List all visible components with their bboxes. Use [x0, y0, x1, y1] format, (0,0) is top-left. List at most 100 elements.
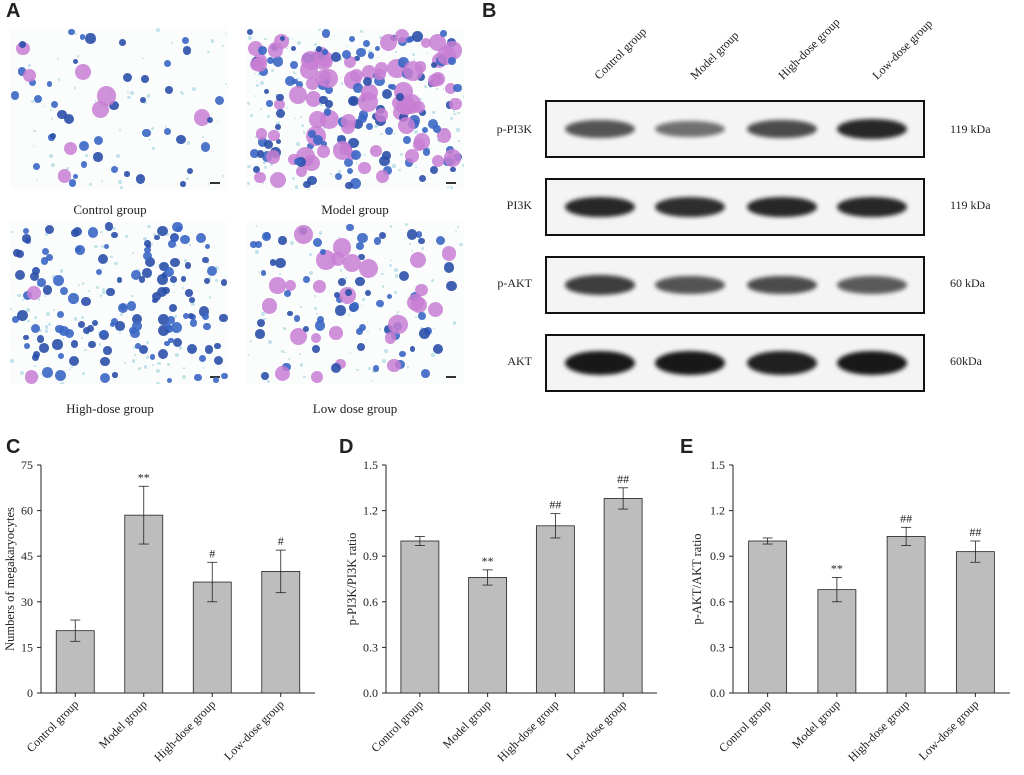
blue-cell	[294, 315, 301, 322]
x-tick-label: High-dose group	[151, 697, 218, 764]
debris-spot	[333, 34, 335, 36]
megakaryocyte-cell	[432, 74, 443, 85]
megakaryocyte-cell	[403, 60, 424, 81]
blue-cell	[202, 313, 210, 321]
blue-cell	[50, 132, 57, 139]
blue-cell	[429, 165, 438, 174]
blue-cell	[303, 276, 310, 283]
debris-spot	[49, 154, 53, 158]
debris-spot	[38, 328, 43, 333]
blue-cell	[182, 45, 192, 55]
debris-spot	[429, 85, 432, 89]
blue-cell	[359, 323, 367, 331]
blue-cell	[445, 100, 454, 109]
blue-cell	[255, 241, 262, 248]
y-tick-label: 0.3	[363, 640, 378, 654]
debris-spot	[39, 69, 41, 71]
debris-spot	[143, 236, 147, 241]
debris-spot	[450, 117, 454, 121]
debris-spot	[206, 261, 210, 264]
blue-cell	[156, 273, 168, 285]
debris-spot	[319, 102, 324, 106]
blue-cell	[14, 269, 25, 280]
megakaryocyte-cell	[394, 29, 409, 44]
blue-cell	[158, 313, 170, 325]
debris-spot	[225, 33, 227, 35]
blue-cell	[247, 28, 254, 35]
megakaryocyte-cell	[387, 358, 401, 373]
blue-cell	[180, 234, 190, 245]
blue-cell	[262, 232, 272, 242]
debris-spot	[365, 338, 368, 341]
megakaryocyte-cell	[404, 149, 419, 164]
debris-spot	[81, 371, 85, 375]
blue-cell	[23, 227, 30, 234]
debris-spot	[182, 375, 186, 379]
debris-spot	[44, 329, 49, 333]
megakaryocyte-cell	[436, 128, 452, 143]
y-tick-label: 0.0	[710, 686, 725, 700]
debris-spot	[62, 338, 65, 341]
debris-spot	[95, 285, 99, 289]
blue-cell	[439, 29, 447, 37]
blue-cell	[156, 225, 168, 237]
blue-cell	[116, 276, 123, 283]
debris-spot	[262, 160, 267, 164]
megakaryocyte-cell	[329, 326, 343, 340]
blue-cell	[311, 345, 320, 354]
debris-spot	[180, 309, 183, 312]
blue-cell	[395, 92, 405, 102]
debris-spot	[431, 353, 435, 357]
blue-cell	[11, 316, 19, 324]
x-tick-label: Low-dose group	[916, 697, 982, 763]
blue-cell	[73, 173, 79, 179]
blot-band	[747, 351, 817, 375]
megakaryocyte-cell	[255, 127, 268, 140]
megakaryocyte-cell	[290, 328, 308, 346]
blue-cell	[99, 373, 110, 384]
megakaryocyte-cell	[358, 161, 371, 175]
debris-spot	[131, 295, 134, 298]
megakaryocyte-cell	[413, 133, 431, 151]
debris-spot	[100, 230, 103, 234]
blot-band	[565, 275, 635, 295]
blue-cell	[386, 293, 393, 300]
debris-spot	[264, 166, 267, 169]
blue-cell	[131, 269, 142, 280]
blue-cell	[40, 257, 49, 265]
blue-cell	[213, 377, 219, 384]
debris-spot	[313, 307, 317, 311]
blue-cell	[342, 49, 352, 59]
blue-cell	[29, 272, 40, 282]
blue-cell	[57, 109, 67, 120]
blue-cell	[152, 292, 162, 302]
debris-spot	[453, 112, 456, 116]
x-tick-label: Low-dose group	[563, 697, 629, 763]
debris-spot	[171, 42, 174, 44]
blot-band	[747, 196, 817, 218]
blue-cell	[39, 343, 49, 353]
blue-cell	[196, 233, 207, 244]
debris-spot	[166, 233, 170, 236]
debris-spot	[151, 126, 155, 130]
debris-spot	[296, 77, 299, 80]
blue-cell	[385, 127, 394, 136]
debris-spot	[33, 364, 37, 367]
debris-spot	[383, 349, 388, 354]
blot-protein-label: p-PI3K	[496, 122, 532, 136]
debris-spot	[13, 299, 16, 302]
blot-band	[565, 351, 635, 375]
blue-cell	[106, 287, 115, 297]
blue-cell	[390, 84, 397, 90]
debris-spot	[155, 369, 160, 374]
megakaryocyte-cell	[384, 332, 397, 344]
blue-cell	[321, 141, 327, 147]
blue-cell	[257, 318, 266, 328]
debris-spot	[255, 225, 258, 228]
debris-spot	[43, 294, 47, 298]
bar-chart-megakaryocytes: 0 15 30 45 60 75 Numbers of megakaryocytes Cont…	[3, 458, 315, 764]
blue-cell	[205, 243, 211, 249]
debris-spot	[178, 346, 183, 351]
debris-spot	[360, 304, 363, 307]
blue-cell	[321, 29, 331, 38]
